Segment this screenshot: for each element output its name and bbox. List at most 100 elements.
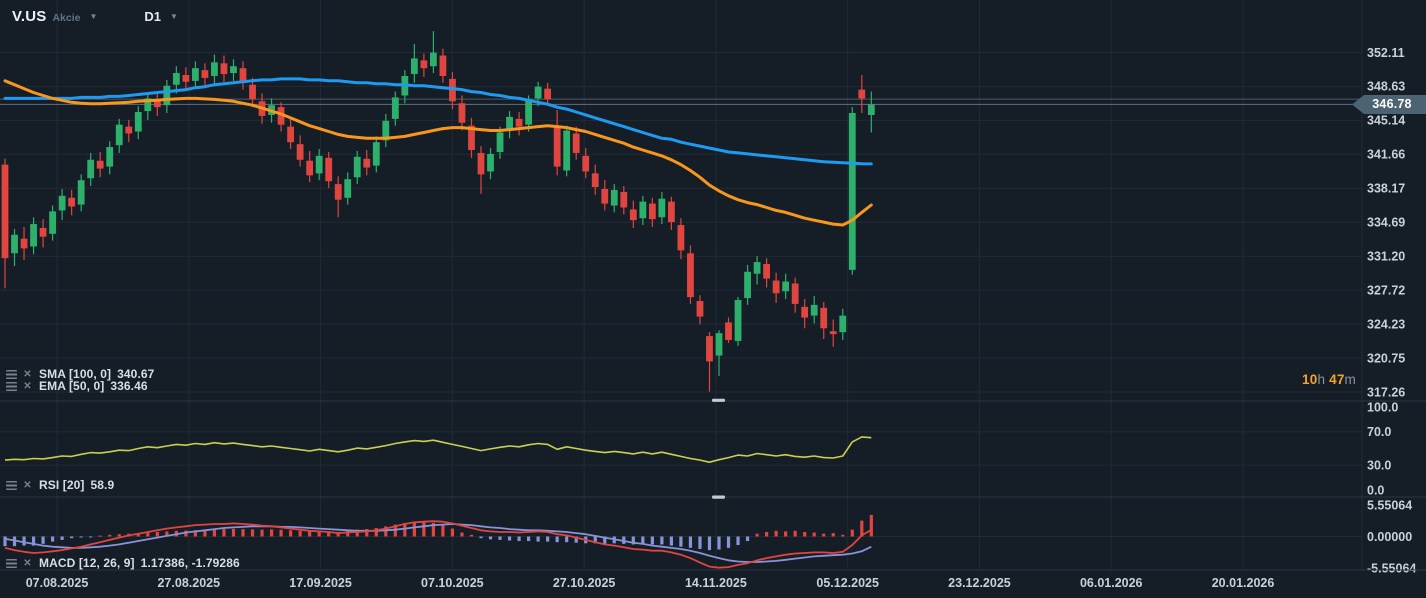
macd-histogram-bar (269, 529, 274, 537)
candle-body (382, 120, 390, 141)
price-axis-label: 324.23 (1367, 317, 1405, 331)
candle-body (648, 203, 656, 220)
macd-histogram-bar (745, 536, 750, 542)
candle-countdown: 10h 47m (1302, 372, 1356, 387)
macd-histogram-bar (860, 520, 864, 537)
macd-histogram-bar (736, 536, 740, 546)
macd-histogram-bar (41, 536, 45, 544)
symbol-label: V.US (12, 8, 47, 25)
candle-body (430, 52, 437, 67)
macd-histogram-bar (365, 529, 369, 537)
candle-body (420, 60, 428, 69)
ema-value: 336.46 (110, 379, 148, 393)
candle-body (39, 227, 47, 237)
macd-histogram-bar (831, 533, 835, 537)
candle-body (629, 209, 637, 221)
ema-line (3, 79, 873, 227)
macd-histogram-bar (289, 530, 293, 537)
macd-histogram-bar (765, 531, 769, 537)
candle-body (20, 238, 28, 249)
macd-histogram-bar (517, 536, 521, 542)
candle-body (734, 300, 742, 341)
current-price-tag: 346.78 (1352, 95, 1426, 114)
rsi-line (4, 436, 872, 464)
panel-resize-handle[interactable] (712, 495, 725, 499)
macd-histogram-bar (222, 529, 226, 537)
macd-histogram-bar (688, 536, 693, 548)
indicator-close-icon[interactable]: ✕ (23, 380, 32, 392)
indicator-settings-icon[interactable] (6, 381, 17, 391)
panel-resize-handle[interactable] (712, 398, 725, 402)
candle-body (839, 315, 847, 333)
date-axis-label: 07.08.2025 (26, 576, 89, 590)
date-axis-label: 05.12.2025 (816, 576, 879, 590)
candle-body (239, 68, 247, 83)
macd-histogram-bar (51, 536, 55, 542)
candle-body (601, 188, 609, 204)
macd-histogram-bar (650, 536, 654, 545)
candle-body (696, 301, 704, 317)
macd-histogram-bar (422, 522, 426, 537)
macd-axis-label: -5.55064 (1367, 561, 1416, 575)
indicator-close-icon[interactable]: ✕ (23, 557, 32, 569)
macd-histogram-bar (784, 531, 788, 537)
candle-body (848, 112, 856, 270)
countdown-hours-unit: h (1317, 372, 1330, 387)
indicator-close-icon[interactable]: ✕ (23, 479, 32, 491)
macd-histogram-bar (22, 536, 26, 546)
candle-body (620, 191, 628, 208)
indicator-settings-icon[interactable] (6, 480, 17, 490)
indicator-close-icon[interactable]: ✕ (23, 368, 32, 380)
macd-main-line (4, 520, 872, 569)
countdown-minutes: 47 (1329, 372, 1345, 387)
macd-histogram-bar (869, 514, 873, 537)
price-axis-label: 352.11 (1367, 46, 1405, 60)
price-axis-label: 317.26 (1367, 385, 1405, 399)
macd-histogram-bar (203, 529, 207, 537)
candle-body (296, 144, 304, 160)
candle-body (487, 153, 494, 172)
macd-histogram-bar (431, 522, 435, 537)
symbol-selector[interactable]: V.US Akcie ▼ (12, 8, 97, 25)
candle-body (506, 116, 513, 131)
indicator-settings-icon[interactable] (6, 558, 17, 568)
price-axis-label: 327.72 (1367, 283, 1405, 297)
macd-histogram-bar (603, 536, 607, 544)
candle-body (220, 63, 228, 75)
candle-body (68, 197, 76, 207)
macd-histogram-bar (812, 532, 816, 537)
macd-signal-line (4, 523, 872, 563)
candle-body (287, 126, 294, 143)
candle-body (96, 160, 104, 169)
price-axis-label: 341.66 (1367, 148, 1405, 162)
macd-histogram-bar (412, 521, 416, 537)
macd-histogram-bar (108, 534, 112, 537)
macd-histogram-bar (793, 530, 797, 537)
macd-indicator-row: ✕ MACD [12, 26, 9] 1.17386, -1.79286 (6, 556, 240, 570)
chevron-down-icon: ▼ (89, 12, 98, 21)
macd-histogram-bar (70, 536, 74, 539)
timeframe-selector[interactable]: D1 ▼ (144, 9, 178, 24)
indicator-settings-icon[interactable] (6, 369, 17, 379)
candle-body (353, 156, 361, 178)
rsi-axis-label: 0.0 (1367, 483, 1384, 497)
macd-histogram-bar (498, 536, 502, 540)
macd-histogram-bar (31, 536, 36, 546)
candle-body (11, 234, 18, 254)
date-axis-label: 20.01.2026 (1212, 576, 1275, 590)
candle-body (344, 179, 352, 198)
candle-body (591, 173, 599, 188)
rsi-label: RSI [20] (39, 478, 85, 492)
candle-body (249, 84, 256, 100)
candle-body (791, 283, 799, 304)
macd-histogram-bar (250, 529, 255, 537)
sma-value: 340.67 (117, 367, 155, 381)
rsi-axis-label: 70.0 (1367, 425, 1391, 439)
candle-body (753, 262, 761, 274)
chevron-down-icon: ▼ (170, 12, 178, 21)
macd-histogram-bar (546, 536, 550, 542)
symbol-type-badge: Akcie (52, 12, 81, 24)
candle-body (172, 73, 180, 85)
macd-histogram-bar (136, 533, 140, 537)
